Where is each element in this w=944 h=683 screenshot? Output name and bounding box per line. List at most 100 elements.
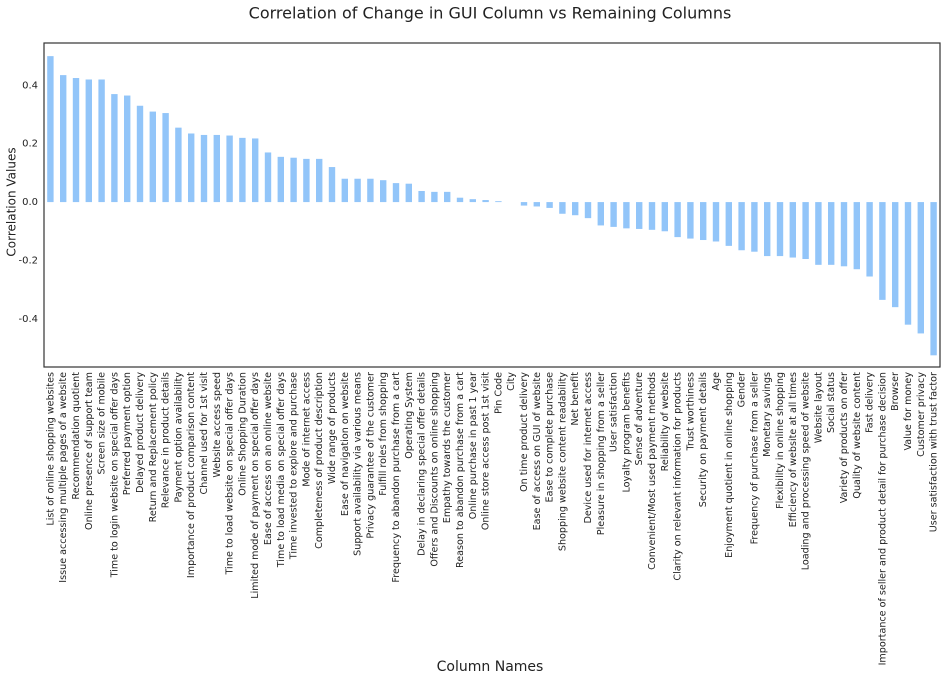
x-tick-label: Delayed product delivery: [135, 372, 146, 493]
x-tick-label: Privacy guarantee of the customer: [365, 372, 376, 539]
x-tick-label: Social status: [826, 372, 837, 433]
x-tick-label: Device used for internet access: [583, 372, 594, 524]
x-tick-label: Importance of seller and product detail …: [877, 372, 888, 665]
bar: [751, 202, 758, 252]
bar: [213, 134, 220, 203]
x-tick-label: Channel used for 1st visit: [199, 372, 210, 495]
bar: [72, 78, 80, 203]
x-tick-label: Online presence of support team: [84, 372, 95, 530]
x-tick-label: Online Shopping Duration: [237, 372, 248, 496]
x-tick-label: Loyalty program benefits: [621, 372, 632, 493]
bar: [610, 202, 617, 227]
bar: [636, 202, 643, 229]
bar: [444, 191, 451, 203]
x-tick-label: Wide range of products: [327, 372, 338, 484]
bar: [559, 202, 566, 214]
x-tick-label: Trust worthiness: [685, 372, 696, 451]
x-tick-label: City: [506, 372, 517, 391]
x-tick-label: Ease of access on an online website: [263, 372, 274, 545]
y-axis-label: Correlation Values: [5, 147, 19, 256]
x-tick-label: Shopping website content readability: [557, 372, 568, 551]
bar: [661, 202, 668, 232]
bar: [200, 134, 208, 203]
x-tick-label: Online purchase in past 1 year: [468, 372, 479, 519]
x-tick-label: Quality of website content: [852, 372, 863, 499]
x-tick-label: Payment option availability: [173, 372, 184, 503]
bar: [316, 158, 323, 203]
x-tick-label: Time to load media on special offer days: [276, 372, 287, 568]
bar: [367, 178, 374, 203]
x-tick-label: Offers and Discounts on online shopping: [429, 372, 440, 567]
x-tick-label: Enjoyment quotient in online shopping: [724, 372, 735, 558]
bar: [431, 191, 438, 203]
x-tick-label: Mode of internet access: [301, 372, 312, 487]
x-tick-label: Ease to complete purchase: [545, 372, 556, 503]
x-tick-label: Issue accessing multiple pages of a webs…: [58, 372, 69, 583]
x-tick-label: Reason to abandon purchase from a cart: [455, 372, 466, 568]
bar: [264, 152, 272, 203]
bar: [188, 133, 195, 203]
bar: [904, 202, 912, 325]
bar: [149, 111, 156, 203]
x-tick-label: Importance of product comparison content: [186, 372, 197, 578]
bar: [789, 202, 796, 258]
x-tick-label: Online store access post 1st visit: [481, 372, 492, 530]
bar: [866, 202, 873, 277]
x-tick-label: Pleasure in shopping from a seller: [596, 372, 607, 535]
bar: [98, 79, 105, 203]
x-tick-label: Fulfill roles from shopping: [378, 372, 389, 496]
x-tick-label: Browser: [890, 372, 901, 411]
x-tick-label: Return and Replacement policy: [148, 372, 159, 523]
y-tick-label: -0.2: [18, 255, 38, 266]
y-tick-label: 0.2: [22, 139, 38, 150]
bar: [584, 202, 592, 219]
x-tick-label: Recommendation quotient: [71, 372, 82, 500]
y-tick-label: 0.0: [22, 197, 38, 208]
x-tick-label: Efficiency of website at all times: [788, 372, 799, 527]
x-tick-label: Limited mode of payment on special offer…: [250, 372, 261, 599]
bar: [687, 202, 694, 239]
bar: [175, 127, 182, 203]
bar: [597, 202, 604, 226]
x-tick-label: Website layout: [813, 372, 824, 443]
x-tick-label: Pin Code: [493, 372, 504, 414]
bar: [456, 197, 464, 203]
x-tick-label: Convenient/Most used payment methods: [647, 372, 658, 570]
bar: [328, 167, 336, 203]
bar: [239, 137, 246, 203]
bar: [892, 202, 899, 308]
bar: [572, 202, 579, 216]
bar: [418, 190, 425, 203]
bar: [802, 202, 809, 259]
bar: [917, 202, 924, 334]
bar: [738, 202, 745, 251]
bar: [162, 113, 169, 203]
x-tick-label: Website access speed: [212, 372, 223, 478]
bar: [840, 202, 848, 267]
x-tick-label: Support availability via various means: [353, 372, 364, 556]
x-tick-label: Sense of adventure: [634, 372, 645, 466]
bar: [648, 202, 656, 230]
x-tick-label: Operating System: [404, 372, 415, 459]
bar: [482, 200, 489, 203]
x-tick-label: Preferred payment option: [122, 372, 133, 495]
bar: [47, 56, 54, 203]
bar: [303, 158, 310, 203]
x-tick-label: Clarity on relevant information for prod…: [673, 372, 684, 581]
bar: [776, 202, 784, 257]
x-tick-label: Screen size of mobile: [97, 372, 108, 475]
x-tick-label: User satisfaction: [609, 372, 620, 452]
bar: [226, 135, 233, 203]
x-axis-label: Column Names: [437, 659, 544, 675]
x-tick-label: Frequency of purchase from a seller: [749, 372, 760, 544]
bar: [495, 201, 502, 203]
bar: [623, 202, 630, 229]
bar: [828, 202, 835, 265]
x-tick-label: Customer privacy: [916, 372, 927, 457]
bar: [341, 178, 348, 203]
x-tick-label: Frequency to abandon purchase from a car…: [391, 372, 402, 583]
bar: [111, 94, 118, 203]
y-tick-label: -0.4: [18, 314, 38, 325]
x-tick-label: User satisfaction with trust factor: [929, 372, 940, 532]
bar: [252, 138, 259, 203]
